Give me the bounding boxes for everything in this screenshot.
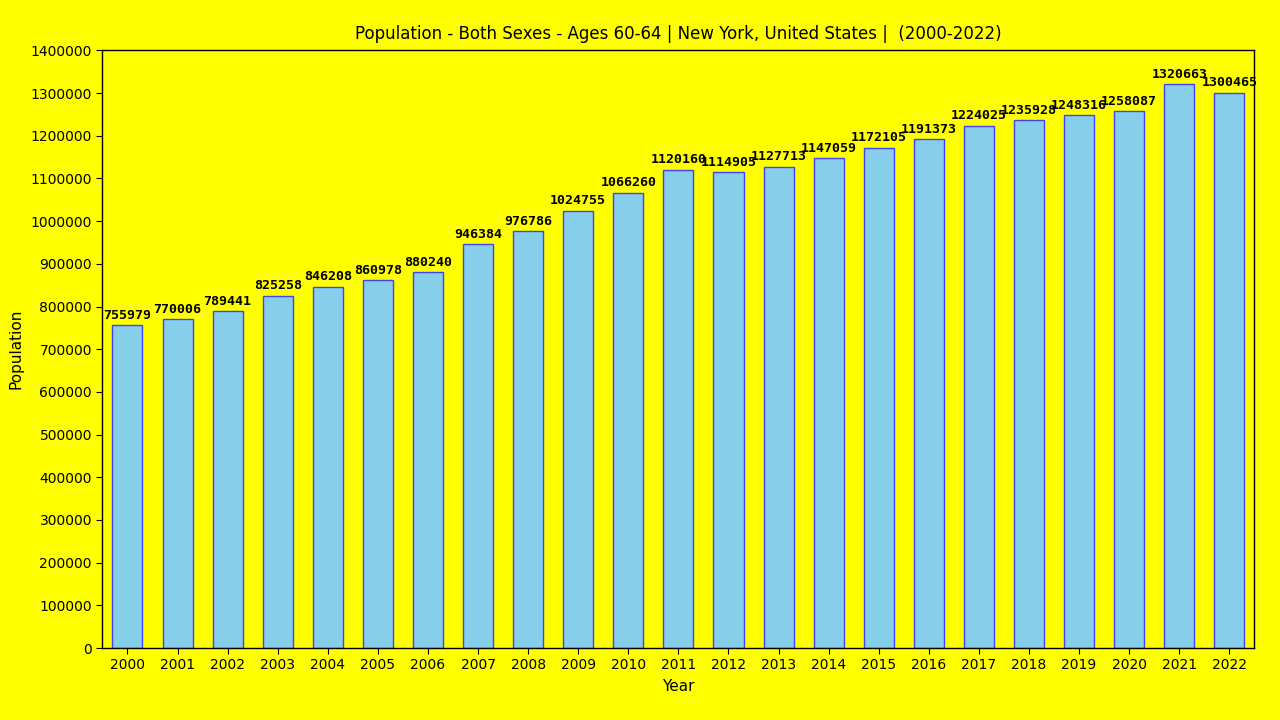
Bar [312, 287, 343, 648]
Title: Population - Both Sexes - Ages 60-64 | New York, United States |  (2000-2022): Population - Both Sexes - Ages 60-64 | N… [355, 25, 1002, 43]
Text: 1066260: 1066260 [600, 176, 657, 189]
X-axis label: Year: Year [662, 680, 695, 694]
Text: 770006: 770006 [154, 303, 201, 316]
Bar [463, 244, 493, 648]
Text: 1147059: 1147059 [801, 142, 856, 155]
Bar [1014, 120, 1044, 648]
Bar [1114, 111, 1144, 648]
Bar [1064, 115, 1094, 648]
Bar [713, 172, 744, 648]
Text: 1320663: 1320663 [1151, 68, 1207, 81]
Bar [113, 325, 142, 648]
Bar [764, 166, 794, 648]
Bar [613, 193, 644, 648]
Text: 1120160: 1120160 [650, 153, 707, 166]
Bar [864, 148, 893, 648]
Bar [663, 170, 694, 648]
Text: 976786: 976786 [504, 215, 552, 228]
Bar [163, 319, 192, 648]
Text: 846208: 846208 [303, 271, 352, 284]
Bar [362, 281, 393, 648]
Text: 825258: 825258 [253, 279, 302, 292]
Bar [964, 125, 995, 648]
Text: 755979: 755979 [104, 309, 151, 322]
Bar [563, 210, 593, 648]
Bar [212, 311, 243, 648]
Bar [513, 231, 543, 648]
Text: 1172105: 1172105 [851, 131, 906, 144]
Text: 1127713: 1127713 [750, 150, 806, 163]
Text: 1248316: 1248316 [1051, 99, 1107, 112]
Text: 880240: 880240 [404, 256, 452, 269]
Text: 1235928: 1235928 [1001, 104, 1057, 117]
Bar [262, 296, 293, 648]
Text: 789441: 789441 [204, 294, 252, 307]
Text: 1024755: 1024755 [550, 194, 607, 207]
Y-axis label: Population: Population [9, 309, 23, 390]
Bar [914, 140, 943, 648]
Text: 860978: 860978 [353, 264, 402, 277]
Text: 1224025: 1224025 [951, 109, 1007, 122]
Bar [1215, 93, 1244, 648]
Bar [1165, 84, 1194, 648]
Text: 1300465: 1300465 [1202, 76, 1257, 89]
Text: 1114905: 1114905 [700, 156, 756, 168]
Bar [413, 272, 443, 648]
Text: 1258087: 1258087 [1101, 94, 1157, 107]
Text: 946384: 946384 [454, 228, 502, 240]
Bar [814, 158, 844, 648]
Text: 1191373: 1191373 [901, 123, 957, 136]
